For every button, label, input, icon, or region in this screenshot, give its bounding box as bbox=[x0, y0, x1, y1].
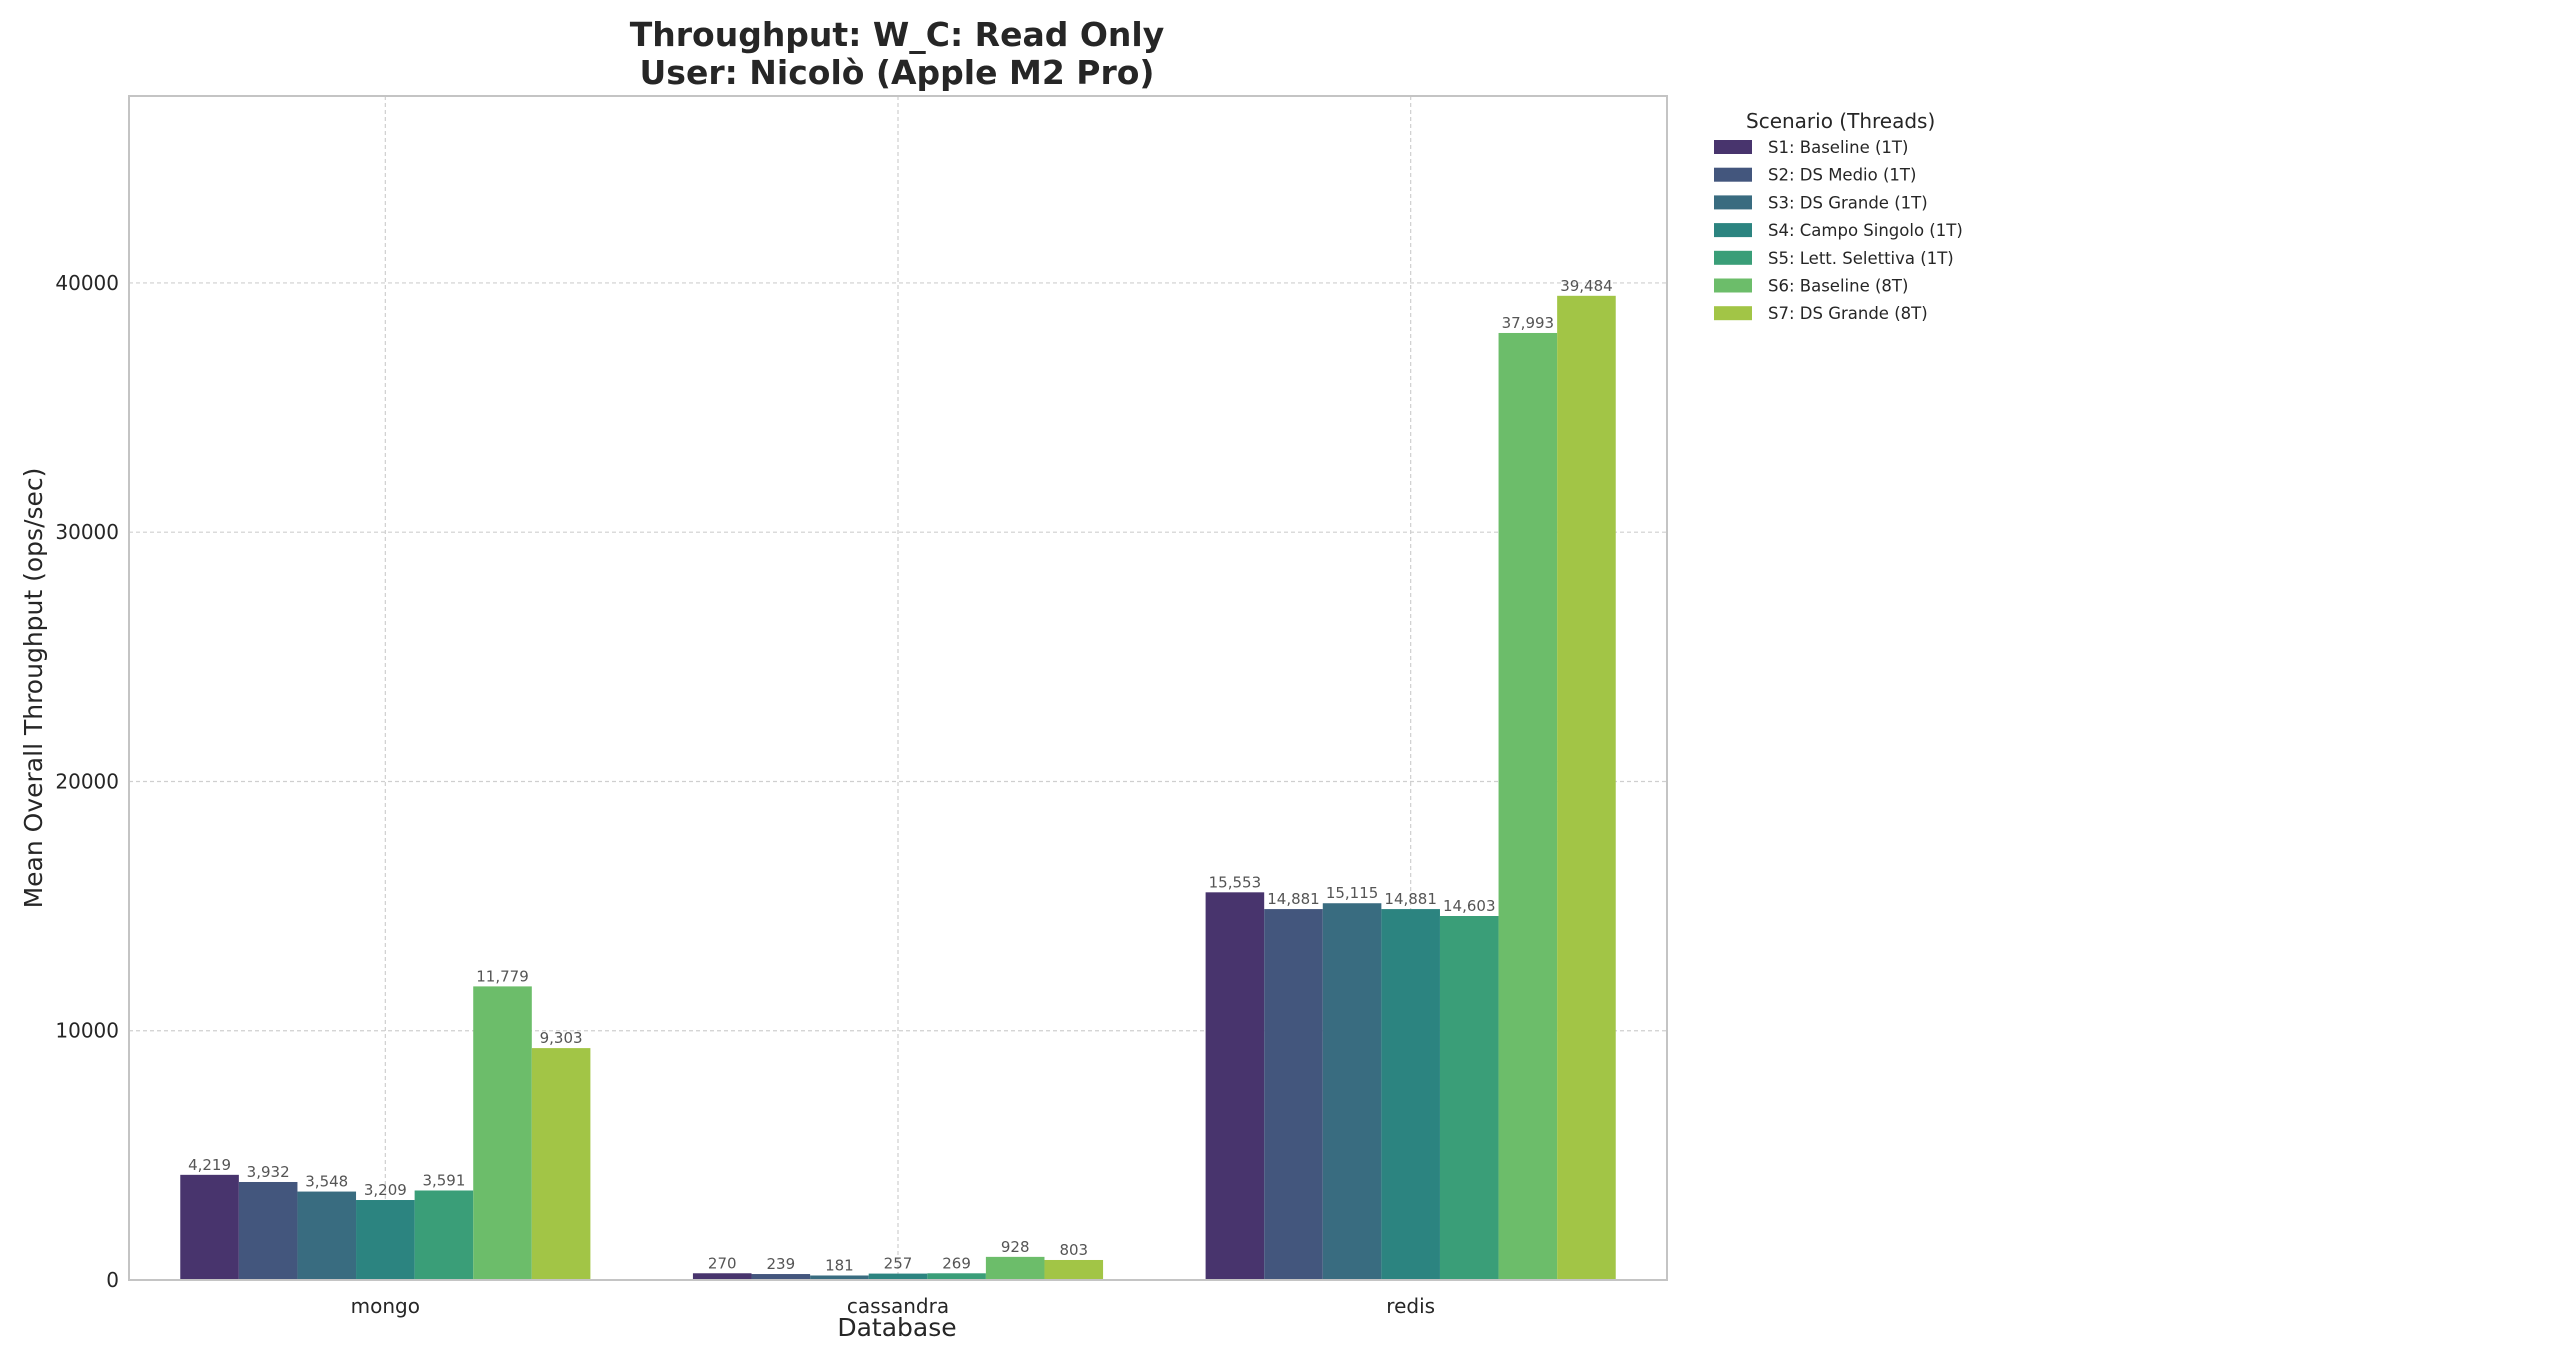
bar bbox=[1381, 909, 1440, 1280]
bar bbox=[927, 1273, 986, 1280]
bar bbox=[985, 1256, 1045, 1280]
legend-entry: S3: DS Grande (1T) bbox=[1768, 193, 1928, 212]
bar bbox=[238, 1181, 298, 1280]
bar-value-label: 3,591 bbox=[422, 1171, 465, 1189]
legend-entry: S6: Baseline (8T) bbox=[1768, 277, 1908, 296]
bar bbox=[531, 1048, 591, 1280]
bar bbox=[810, 1275, 869, 1280]
bar-value-label: 3,209 bbox=[364, 1181, 407, 1199]
bar-value-label: 9,303 bbox=[540, 1029, 583, 1047]
bar-value-label: 3,932 bbox=[247, 1163, 290, 1181]
bar bbox=[180, 1174, 239, 1280]
legend-swatch bbox=[1714, 278, 1752, 293]
y-tick-label: 10000 bbox=[55, 1019, 119, 1043]
chart-title: Throughput: W_C: Read Only bbox=[630, 15, 1164, 54]
bar bbox=[473, 986, 532, 1280]
bar bbox=[1498, 332, 1558, 1280]
bar bbox=[414, 1190, 474, 1280]
legend-entry: S1: Baseline (1T) bbox=[1768, 138, 1908, 157]
x-tick-label: redis bbox=[1386, 1294, 1435, 1318]
y-axis-ticks: 0 10000 20000 30000 40000 bbox=[55, 271, 119, 1292]
bar-value-label: 37,993 bbox=[1502, 314, 1555, 332]
bar bbox=[1264, 909, 1323, 1280]
bar bbox=[868, 1273, 928, 1280]
legend-entry: S4: Campo Singolo (1T) bbox=[1768, 221, 1963, 240]
bar-value-label: 803 bbox=[1059, 1241, 1088, 1259]
legend-entry: S2: DS Medio (1T) bbox=[1768, 166, 1916, 185]
bar-value-label: 270 bbox=[708, 1254, 737, 1272]
bar-value-label: 14,881 bbox=[1267, 890, 1320, 908]
legend: Scenario (Threads) S1: Baseline (1T) S2: … bbox=[1714, 109, 1963, 323]
bar bbox=[692, 1273, 752, 1280]
bar-value-label: 14,603 bbox=[1443, 897, 1496, 915]
bar bbox=[751, 1274, 811, 1280]
legend-swatch bbox=[1714, 250, 1752, 265]
bar-value-label: 239 bbox=[766, 1255, 795, 1273]
y-tick-label: 0 bbox=[106, 1268, 119, 1292]
legend-entry: S5: Lett. Selettiva (1T) bbox=[1768, 249, 1954, 268]
legend-swatch bbox=[1714, 167, 1752, 182]
bar-value-label: 4,219 bbox=[188, 1156, 231, 1174]
y-axis-label: Mean Overall Throughput (ops/sec) bbox=[19, 468, 48, 909]
bar bbox=[1044, 1259, 1104, 1280]
y-tick-label: 20000 bbox=[55, 769, 119, 793]
bar-value-label: 257 bbox=[884, 1255, 913, 1273]
bar-value-label: 14,881 bbox=[1384, 890, 1437, 908]
legend-swatch bbox=[1714, 223, 1752, 238]
bar-value-label: 181 bbox=[825, 1256, 854, 1274]
bar-value-label: 15,553 bbox=[1209, 873, 1262, 891]
x-axis-ticks: mongo cassandra redis bbox=[351, 1294, 1435, 1318]
bar-value-label: 39,484 bbox=[1560, 277, 1613, 295]
legend-swatch bbox=[1714, 306, 1752, 321]
bar-value-label: 269 bbox=[942, 1254, 971, 1272]
bar bbox=[1439, 916, 1499, 1280]
bar bbox=[1557, 295, 1616, 1281]
bar-labels: 4,219 270 15,553 3,932 239 14,881 3,548 181 15,1… bbox=[188, 277, 1613, 1275]
x-axis-label: Database bbox=[837, 1313, 956, 1342]
bar-value-label: 15,115 bbox=[1326, 884, 1379, 902]
y-tick-label: 40000 bbox=[55, 271, 119, 295]
bar-value-label: 11,779 bbox=[476, 967, 529, 985]
bar-value-label: 3,548 bbox=[305, 1173, 348, 1191]
plot-frame bbox=[128, 95, 1668, 1281]
x-tick-label: mongo bbox=[351, 1294, 420, 1318]
x-tick-label: cassandra bbox=[847, 1294, 949, 1318]
bar bbox=[356, 1200, 415, 1280]
bar bbox=[297, 1191, 357, 1280]
chart-subtitle: User: Nicolò (Apple M2 Pro) bbox=[640, 53, 1155, 92]
legend-title: Scenario (Threads) bbox=[1746, 109, 1935, 133]
bar bbox=[1205, 892, 1265, 1280]
bars bbox=[180, 295, 1616, 1281]
legend-swatch bbox=[1714, 140, 1752, 154]
legend-entry: S7: DS Grande (8T) bbox=[1768, 304, 1928, 323]
y-tick-label: 30000 bbox=[55, 520, 119, 544]
bar bbox=[1322, 903, 1382, 1280]
legend-swatch bbox=[1714, 195, 1752, 210]
bar-value-label: 928 bbox=[1001, 1238, 1030, 1256]
